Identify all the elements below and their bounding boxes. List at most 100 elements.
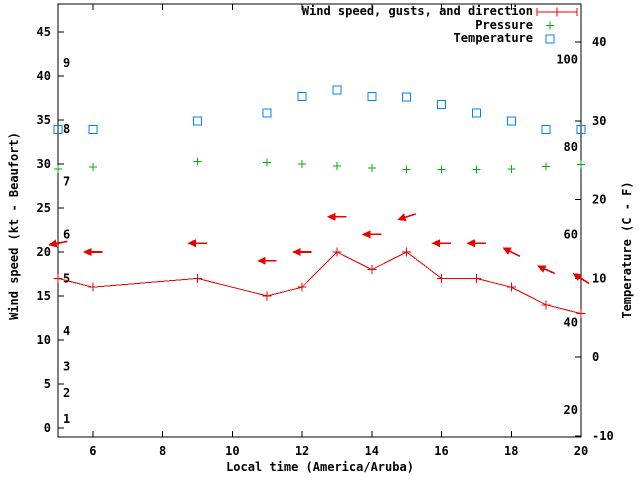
arrow-shaft xyxy=(578,276,590,285)
plot-frame xyxy=(57,3,582,438)
temp-tick-label: 30 xyxy=(592,114,606,128)
arrow-head xyxy=(431,239,441,248)
y-axis-label-right: Temperature (C - F) xyxy=(620,181,634,319)
arrow-head xyxy=(48,239,58,248)
wind-marker xyxy=(192,273,202,283)
wind-tick-label: 5 xyxy=(44,377,51,391)
arrow-shaft xyxy=(543,268,556,275)
beaufort-label: 8 xyxy=(63,122,70,136)
wind-marker xyxy=(367,265,377,275)
x-tick-label: 10 xyxy=(225,444,239,458)
temperature-marker xyxy=(437,99,447,109)
fahrenheit-label: 60 xyxy=(564,227,578,241)
temp-tick-label: 20 xyxy=(592,193,606,207)
temperature-series xyxy=(53,85,586,134)
temp-tick-label: -10 xyxy=(592,429,614,443)
arrow-head xyxy=(187,239,196,248)
x-tick-label: 18 xyxy=(504,444,518,458)
pressure-marker xyxy=(332,162,341,171)
arrow-shaft xyxy=(404,213,416,219)
arrow-head xyxy=(502,247,512,255)
wind-tick-label: 10 xyxy=(37,333,51,347)
arrow-head xyxy=(292,248,301,256)
x-tick-label: 16 xyxy=(434,444,448,458)
beaufort-label: 1 xyxy=(63,412,70,426)
gust-direction-arrow xyxy=(536,265,556,275)
wind-tick-label: 40 xyxy=(37,69,51,83)
gust-direction-arrow xyxy=(257,256,277,265)
pressure-marker xyxy=(542,162,551,171)
wind-marker xyxy=(88,282,98,292)
temp-tick-label: 0 xyxy=(592,350,599,364)
beaufort-label: 6 xyxy=(63,227,70,241)
x-tick-label: 14 xyxy=(365,444,379,458)
temperature-marker xyxy=(297,91,307,101)
gust-direction-arrow xyxy=(292,248,312,256)
temperature-marker xyxy=(332,85,342,95)
gust-direction-arrow xyxy=(48,239,68,248)
temp-tick-label: 10 xyxy=(592,271,606,285)
x-tick-label: 12 xyxy=(295,444,309,458)
beaufort-label: 9 xyxy=(63,56,70,70)
arrow-head xyxy=(397,213,407,222)
gust-direction-arrow xyxy=(466,239,486,248)
pressure-marker xyxy=(507,164,516,173)
x-axis-label: Local time (America/Aruba) xyxy=(226,460,414,474)
pressure-marker xyxy=(298,160,307,168)
legend-samples xyxy=(536,7,578,44)
temperature-marker xyxy=(541,124,551,134)
x-tick-label: 20 xyxy=(574,444,588,458)
beaufort-label: 3 xyxy=(63,359,70,373)
temp-ticks: -10 0 10 20 30 40 xyxy=(575,35,614,443)
wind-marker xyxy=(506,282,516,292)
wind-tick-label: 25 xyxy=(37,201,51,215)
arrow-head xyxy=(82,248,92,256)
wind-line xyxy=(57,251,582,315)
gust-direction-arrow xyxy=(397,213,416,222)
gust-direction-arrow xyxy=(572,273,590,285)
pressure-marker xyxy=(54,164,62,173)
pressure-marker xyxy=(193,157,202,166)
arrow-shaft xyxy=(509,250,521,258)
gust-direction-arrow xyxy=(361,230,382,239)
temperature-marker xyxy=(88,124,98,134)
x-tick-label: 8 xyxy=(159,444,166,458)
x-ticks: 6 8 10 12 14 16 18 20 xyxy=(89,4,588,458)
gust-direction-arrow xyxy=(82,248,103,256)
temperature-marker xyxy=(576,124,586,134)
wind-marker xyxy=(437,273,447,283)
wind-marker xyxy=(262,291,272,301)
wind-ticks: 0 5 10 15 20 25 30 35 40 45 xyxy=(37,25,64,435)
wind-tick-label: 15 xyxy=(37,289,51,303)
pressure-marker xyxy=(577,160,585,169)
temperature-marker xyxy=(402,92,412,102)
wind-marker xyxy=(541,300,551,310)
arrow-head xyxy=(326,212,336,221)
wind-tick-label: 20 xyxy=(37,245,51,259)
temperature-marker xyxy=(53,124,63,134)
temperature-marker xyxy=(471,108,481,118)
pressure-marker xyxy=(263,158,272,167)
wind-marker xyxy=(297,282,307,292)
temp-tick-label: 40 xyxy=(592,35,606,49)
legend: Wind speed, gusts, and direction Pressur… xyxy=(301,4,533,46)
legend-wind-plus xyxy=(552,7,562,17)
pressure-series xyxy=(54,157,585,174)
fahrenheit-label: 40 xyxy=(564,316,578,330)
wind-marker xyxy=(471,273,481,283)
gust-direction-arrow xyxy=(431,239,452,248)
wind-series xyxy=(48,212,590,319)
temperature-marker xyxy=(192,116,202,126)
beaufort-label: 7 xyxy=(63,175,70,189)
legend-item-temperature: Temperature xyxy=(453,31,533,45)
fahrenheit-label: 20 xyxy=(564,403,578,417)
arrow-head xyxy=(257,256,266,265)
arrow-shaft xyxy=(55,240,68,245)
wind-tick-label: 45 xyxy=(37,25,51,39)
wind-marker xyxy=(53,273,63,283)
legend-item-wind: Wind speed, gusts, and direction xyxy=(301,4,533,18)
pressure-marker xyxy=(88,163,97,172)
pressure-marker xyxy=(472,165,481,174)
temperature-marker xyxy=(262,108,272,118)
